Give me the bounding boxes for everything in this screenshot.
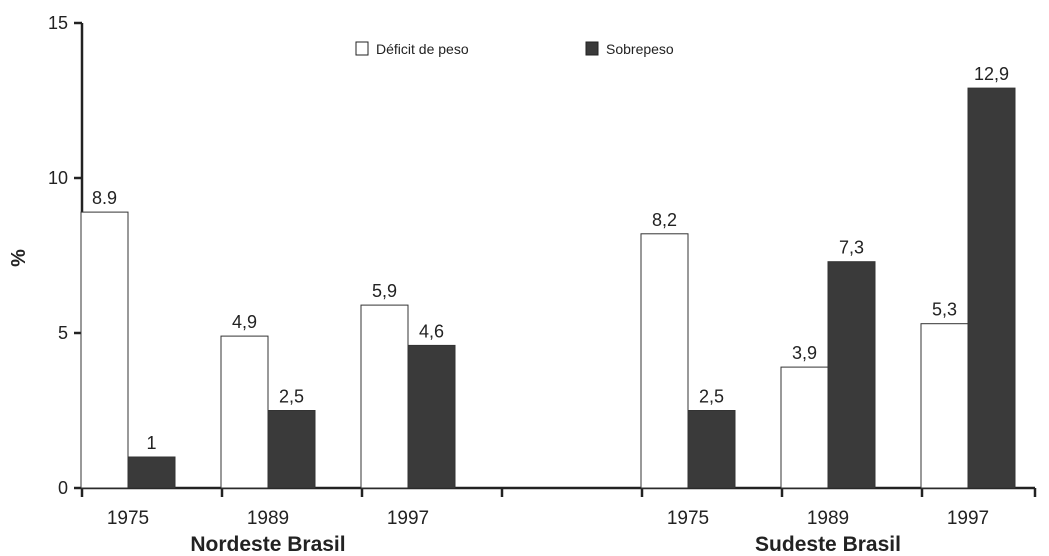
bar-value-label: 3,9 <box>792 343 817 363</box>
bar-value-label: 8,2 <box>652 210 677 230</box>
bar-value-label: 5,9 <box>372 281 397 301</box>
labels: 8.9 1 1975 4,9 2,5 1989 5,9 4,6 1997 Nordeste Bra… <box>92 64 1009 556</box>
x-category-label: 1997 <box>947 508 989 529</box>
y-tick-label: 10 <box>48 168 68 188</box>
x-category-label: 1989 <box>807 508 849 529</box>
bar-deficit <box>640 233 689 489</box>
group-label: Sudeste Brasil <box>755 533 901 556</box>
bar-sobrepeso <box>127 456 176 489</box>
y-tick-label: 5 <box>58 323 68 343</box>
x-category-label: 1989 <box>247 508 289 529</box>
bar-sobrepeso <box>407 344 456 489</box>
x-category-label: 1975 <box>107 508 149 529</box>
legend-swatch <box>585 41 599 56</box>
x-category-label: 1997 <box>387 508 429 529</box>
bar-deficit <box>360 304 409 489</box>
axes: 0 5 10 15% <box>8 13 1037 498</box>
bar-value-label: 4,9 <box>232 312 257 332</box>
bar-deficit <box>780 366 829 489</box>
y-tick-label: 15 <box>48 13 68 33</box>
bar-deficit <box>920 323 969 489</box>
legend-swatch <box>355 41 369 56</box>
bar-sobrepeso <box>267 410 316 489</box>
bar-value-label: 1 <box>146 433 156 453</box>
x-category-label: 1975 <box>667 508 709 529</box>
bar-value-label: 2,5 <box>279 387 304 407</box>
bar-value-label: 12,9 <box>974 64 1009 84</box>
bar-value-label: 4,6 <box>419 321 444 341</box>
bar-sobrepeso <box>967 87 1016 489</box>
bar-deficit <box>220 335 269 489</box>
bar-sobrepeso <box>687 410 736 489</box>
y-axis-title: % <box>8 249 30 267</box>
bar-value-label: 5,3 <box>932 300 957 320</box>
bar-value-label: 2,5 <box>699 387 724 407</box>
bar-deficit <box>80 211 129 489</box>
legend-label: Déficit de peso <box>376 41 469 57</box>
bar-sobrepeso <box>827 261 876 489</box>
bar-value-label: 7,3 <box>839 238 864 258</box>
y-tick-label: 0 <box>58 478 68 498</box>
legend: Déficit de peso Sobrepeso <box>355 41 674 57</box>
group-label: Nordeste Brasil <box>190 533 345 556</box>
legend-label: Sobrepeso <box>606 41 674 57</box>
bars <box>80 87 1016 489</box>
bar-value-label: 8.9 <box>92 188 117 208</box>
